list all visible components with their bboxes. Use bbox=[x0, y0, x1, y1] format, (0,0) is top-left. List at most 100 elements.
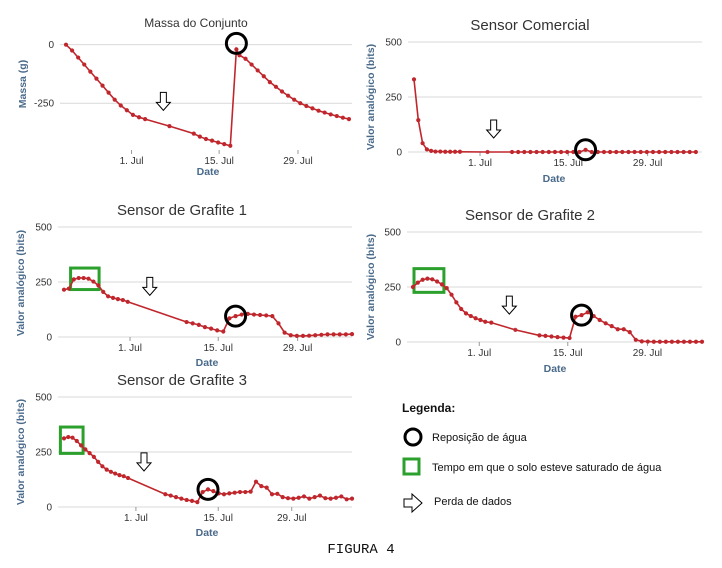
data-point bbox=[215, 328, 220, 333]
data-point bbox=[317, 493, 323, 498]
y-tick-label: 250 bbox=[35, 278, 52, 289]
arrow-down-icon bbox=[485, 119, 502, 139]
data-point bbox=[209, 138, 215, 143]
data-point bbox=[179, 496, 184, 501]
data-point bbox=[420, 141, 425, 146]
data-point bbox=[681, 339, 687, 344]
data-point bbox=[100, 464, 105, 469]
data-point bbox=[307, 333, 312, 338]
data-point bbox=[184, 497, 189, 503]
data-point bbox=[645, 339, 650, 344]
x-tick-label: 29. Jul bbox=[283, 156, 312, 167]
data-point bbox=[228, 143, 233, 148]
data-point bbox=[651, 339, 656, 344]
data-point bbox=[280, 495, 285, 500]
data-point bbox=[115, 297, 121, 302]
data-point bbox=[546, 149, 551, 155]
data-point bbox=[579, 313, 584, 318]
refill-marker bbox=[196, 477, 220, 501]
data-point bbox=[221, 492, 227, 497]
data-point bbox=[626, 149, 631, 155]
data-point bbox=[108, 469, 114, 474]
data-point bbox=[66, 286, 72, 291]
data-point bbox=[216, 140, 221, 145]
data-point bbox=[70, 435, 75, 440]
plot-area: 0 250 500 1. Jul 15. Jul 29. Jul bbox=[35, 223, 355, 354]
data-point bbox=[669, 149, 674, 155]
chart-title: Sensor de Grafite 2 bbox=[465, 207, 595, 224]
data-point bbox=[485, 149, 490, 155]
data-point bbox=[585, 310, 590, 315]
data-point bbox=[304, 103, 309, 109]
x-axis-label: Date bbox=[543, 173, 566, 185]
data-point bbox=[197, 134, 202, 139]
data-point bbox=[522, 149, 527, 155]
data-point bbox=[91, 279, 96, 284]
data-point bbox=[276, 321, 281, 326]
plot-area: 0 -250 1. Jul 15. Jul 29. Jul bbox=[34, 31, 352, 167]
chart-sensor-de-grafite-1: Sensor de Grafite 1 Valor analógico (bit… bbox=[15, 202, 355, 369]
legend-item-refill: Reposição de água bbox=[403, 427, 528, 447]
data-point bbox=[411, 77, 417, 82]
chart-sensor-de-grafite-3: Sensor de Grafite 3 Valor analógico (bit… bbox=[15, 372, 355, 539]
data-point bbox=[279, 89, 285, 94]
data-point bbox=[285, 496, 291, 501]
data-point bbox=[173, 495, 179, 500]
data-point bbox=[439, 282, 444, 287]
data-point bbox=[248, 489, 253, 494]
x-tick-label: 15. Jul bbox=[203, 343, 232, 354]
data-point bbox=[669, 339, 674, 344]
data-point bbox=[334, 113, 339, 119]
data-point bbox=[454, 300, 459, 305]
data-point bbox=[323, 496, 328, 501]
data-point bbox=[657, 339, 662, 344]
y-tick-label: 250 bbox=[384, 283, 401, 294]
legend-label: Tempo em que o solo esteve saturado de á… bbox=[432, 462, 662, 474]
square-icon bbox=[402, 457, 421, 476]
data-point bbox=[478, 317, 483, 323]
data-point bbox=[513, 327, 518, 332]
data-point bbox=[264, 313, 269, 318]
data-point bbox=[449, 292, 454, 297]
x-tick-label: 29. Jul bbox=[277, 513, 306, 524]
data-point bbox=[573, 314, 578, 319]
data-point bbox=[118, 103, 123, 108]
data-point bbox=[221, 329, 226, 334]
data-point bbox=[222, 142, 227, 147]
data-point bbox=[296, 495, 301, 500]
data-point bbox=[534, 149, 539, 155]
data-point bbox=[438, 149, 443, 154]
data-point bbox=[136, 115, 142, 120]
data-point bbox=[110, 295, 116, 300]
data-point bbox=[82, 62, 87, 67]
data-point bbox=[328, 496, 333, 501]
data-point bbox=[273, 84, 279, 89]
data-point bbox=[552, 149, 558, 155]
y-tick-label: 500 bbox=[35, 393, 52, 404]
data-point bbox=[167, 124, 172, 129]
legend-label: Reposição de água bbox=[432, 432, 528, 444]
y-tick-label: -250 bbox=[34, 99, 54, 110]
data-point bbox=[100, 83, 105, 88]
data-point bbox=[555, 335, 560, 340]
data-point bbox=[615, 327, 620, 332]
data-point bbox=[202, 325, 208, 330]
x-tick-label: 1. Jul bbox=[124, 513, 148, 524]
arrow-down-icon bbox=[141, 276, 158, 297]
data-point bbox=[558, 149, 564, 155]
x-tick-label: 15. Jul bbox=[553, 158, 582, 169]
data-point bbox=[61, 436, 67, 441]
data-point bbox=[589, 149, 594, 155]
x-tick-label: 1. Jul bbox=[468, 158, 492, 169]
saturated-box bbox=[58, 425, 85, 455]
data-point bbox=[291, 496, 296, 501]
x-tick-label: 1. Jul bbox=[120, 156, 144, 167]
x-axis-label: Date bbox=[197, 166, 220, 178]
data-point bbox=[78, 443, 84, 448]
data-point bbox=[189, 498, 195, 503]
data-point bbox=[269, 492, 275, 497]
data-point bbox=[410, 284, 416, 290]
data-point bbox=[328, 112, 333, 117]
data-point bbox=[63, 42, 69, 47]
data-point bbox=[74, 438, 79, 444]
